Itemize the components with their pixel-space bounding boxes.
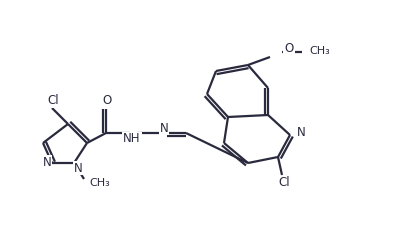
Text: O: O [102, 95, 112, 107]
Text: Cl: Cl [47, 95, 59, 107]
Text: N: N [160, 122, 169, 134]
Text: N: N [297, 126, 306, 139]
Text: N: N [43, 155, 51, 169]
Text: CH₃: CH₃ [89, 178, 110, 188]
Text: N: N [74, 161, 82, 174]
Text: CH₃: CH₃ [309, 46, 330, 56]
Text: NH: NH [123, 133, 141, 145]
Text: Cl: Cl [278, 177, 290, 190]
Text: O: O [285, 43, 294, 55]
